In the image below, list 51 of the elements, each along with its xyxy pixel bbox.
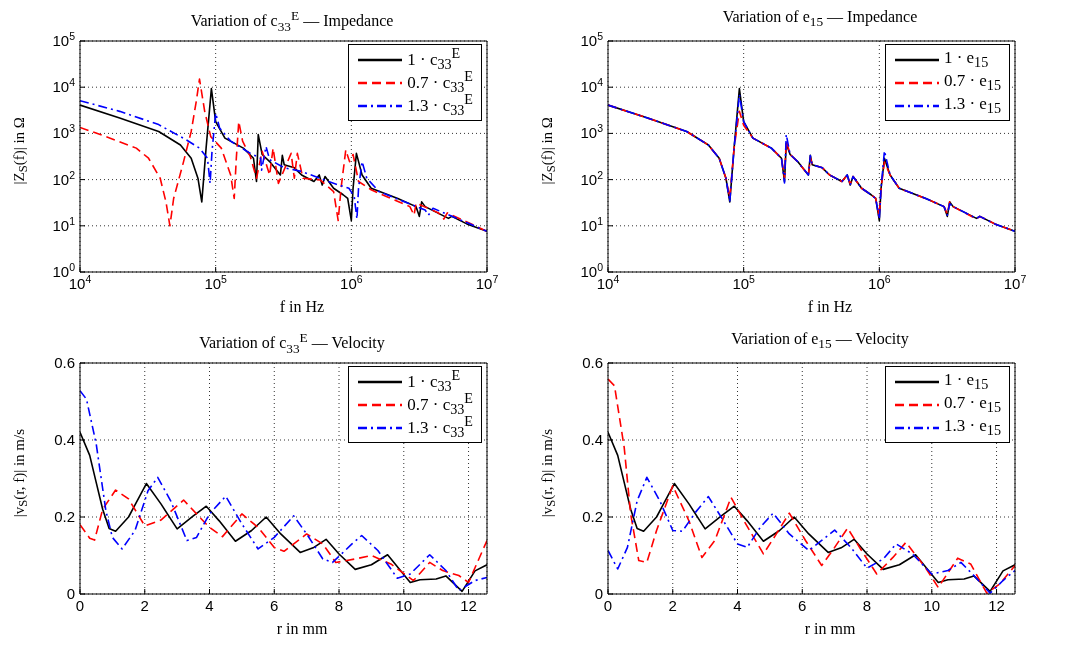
y-tick-label: 10$^{4}$ [580,76,604,96]
y-tick-label: 0 [66,585,75,602]
y-tick-label: 10$^{4}$ [52,76,76,96]
y-tick-label: 10$^{1}$ [52,214,76,234]
x-tick-label: 10$^{5}$ [204,273,228,292]
x-tick-label: 4 [733,597,742,614]
legend-label: 0.7 · e$_{15}$ [943,70,1001,95]
x-tick-label: 10$^{7}$ [1003,273,1027,292]
chart-title: Variation of e$_{15}$ — Velocity [730,330,910,354]
x-tick-label: 2 [668,597,677,614]
y-tick-label: 10$^{5}$ [580,30,604,49]
x-tick-label: 8 [862,597,872,614]
y-tick-label: 0.2 [582,508,603,525]
y-tick-label: 10$^{3}$ [52,122,76,142]
x-axis-title: r in mm [803,620,857,638]
line-series [80,489,487,584]
x-axis-title: f in Hz [278,298,326,316]
x-tick-label: 10$^{6}$ [340,273,363,292]
x-axis-title: r in mm [275,620,329,638]
x-tick-label: 10$^{7}$ [475,273,499,292]
legend-label: 1.3 · e$_{15}$ [943,415,1001,440]
y-tick-label: 10$^{1}$ [580,214,604,234]
legend-label: 0.7 · e$_{15}$ [943,392,1001,417]
x-tick-label: 2 [140,597,149,614]
x-tick-label: 6 [270,597,279,614]
x-tick-label: 8 [334,597,344,614]
x-tick-label: 10$^{6}$ [868,273,891,292]
x-tick-label: 4 [205,597,214,614]
x-tick-label: 6 [798,597,807,614]
chart-title: Variation of e$_{15}$ — Impedance [722,8,918,30]
y-tick-label: 0.4 [582,431,603,448]
y-tick-label: 10$^{2}$ [52,168,76,188]
y-tick-label: 0 [594,585,603,602]
legend-label: 1 · e$_{15}$ [943,47,989,72]
x-tick-label: 12 [988,597,1005,614]
y-tick-label: 0.4 [54,431,75,448]
x-tick-label: 10 [395,597,413,614]
chart-title: Variation of c$_{33}$$^{E}$ — Velocity [198,330,386,356]
x-tick-label: 12 [460,597,477,614]
y-tick-label: 10$^{3}$ [580,122,604,142]
chart-title: Variation of c$_{33}$$^{E}$ — Impedance [190,8,394,34]
legend-label: 1.3 · e$_{15}$ [943,93,1001,118]
y-tick-label: 0.6 [54,354,75,371]
y-tick-label: 0.6 [582,354,603,371]
x-tick-label: 10$^{5}$ [732,273,756,292]
x-axis-title: f in Hz [806,298,854,316]
y-tick-label: 10$^{5}$ [52,30,76,49]
x-tick-label: 10 [923,597,941,614]
y-tick-label: 10$^{2}$ [580,168,604,188]
y-tick-label: 0.2 [54,508,75,525]
legend-label: 1 · e$_{15}$ [943,369,989,394]
